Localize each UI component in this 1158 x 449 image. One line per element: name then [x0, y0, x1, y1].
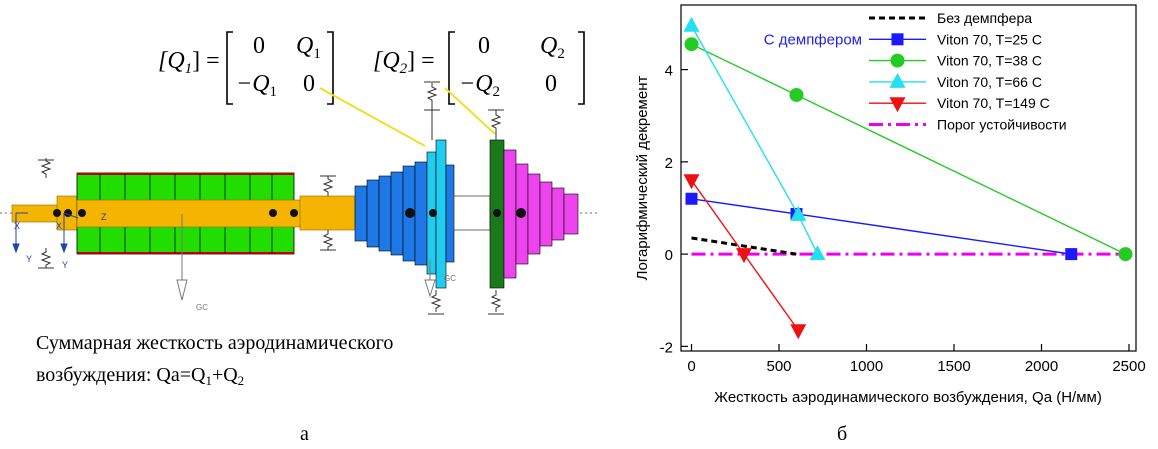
matrix-q2-r2c1: −Q2 — [459, 71, 500, 100]
axis-label-z: Z — [101, 212, 107, 222]
x-axis-label: Жесткость аэродинамического возбуждения,… — [714, 389, 1102, 406]
legend: Без демпфера Viton 70, T=25 C Viton 70, T=… — [764, 10, 1067, 133]
data-point-triangle-up — [683, 16, 700, 32]
bracket-right — [327, 31, 334, 105]
bearing-springs — [38, 81, 504, 315]
bracket-left — [226, 31, 233, 105]
legend-label: Viton 70, T=149 C — [937, 95, 1050, 111]
matrix-q1-r2c1: −Q1 — [236, 71, 277, 100]
data-point-circle — [1118, 247, 1133, 262]
matrix-q1: [Q1] = 0 Q1 −Q1 0 — [158, 31, 334, 105]
series-line — [691, 43, 1126, 255]
bracket-right — [578, 31, 585, 105]
data-point-square — [891, 33, 904, 46]
leader-line-q2 — [444, 87, 496, 135]
matrix-q2: [Q2] = 0 Q2 −Q2 0 — [373, 31, 585, 105]
nodes — [53, 208, 526, 218]
disk-1 — [354, 139, 455, 289]
data-point-triangle-down — [683, 174, 700, 190]
coord-axes — [12, 212, 79, 254]
shaft-mid — [76, 199, 308, 228]
data-point-square — [685, 192, 698, 205]
legend-group-label: С демпфером — [764, 31, 862, 48]
plot-frame — [680, 4, 1137, 352]
x-tick-label: 0 — [687, 358, 695, 375]
disk-2 — [489, 139, 579, 289]
gc-label-1: GC — [196, 303, 208, 312]
caption: Суммарная жесткость аэродинамического во… — [36, 332, 393, 445]
axis-label-x1: X — [14, 221, 20, 231]
data-point-circle — [890, 53, 905, 68]
data-point-triangle-down — [736, 248, 752, 264]
x-tick-label: 2500 — [1112, 358, 1145, 375]
caption-line-1: Суммарная жесткость аэродинамического — [36, 332, 393, 354]
y-tick-label: 4 — [665, 63, 673, 80]
leader-line-q1 — [319, 87, 426, 147]
y-tick-label: 0 — [665, 247, 673, 264]
legend-label: Viton 70, T=66 C — [937, 74, 1042, 90]
panel-a: [Q1] = 0 Q1 −Q1 0 [Q2] = 0 Q2 −Q2 0 — [0, 31, 600, 445]
matrix-q2-r1c1: 0 — [478, 33, 490, 59]
series-5 — [683, 174, 807, 340]
data-point-circle — [684, 37, 699, 52]
caption-line-2: возбуждения: Qa=Q1+Q2 — [36, 364, 244, 388]
matrix-q1-r1c2: Q1 — [296, 33, 321, 62]
bracket-left — [448, 31, 455, 105]
matrix-q2-r1c2: Q2 — [540, 33, 565, 62]
matrix-q1-r1c1: 0 — [253, 33, 265, 59]
series-1 — [691, 236, 797, 256]
axis-labels: X Y X Y Z GC GC — [14, 212, 456, 312]
axis-label-y1: Y — [26, 254, 32, 264]
rotor-model — [11, 81, 579, 315]
shaft-right — [299, 195, 356, 231]
data-point-square — [1065, 248, 1078, 261]
x-ticks: 0 500 1000 1500 2000 2500 — [687, 344, 1146, 375]
axis-label-y2: Y — [62, 260, 68, 270]
data-point-triangle-up — [889, 72, 906, 88]
series-4 — [683, 16, 826, 261]
data-point-triangle-down — [889, 97, 906, 113]
legend-label: Порог устойчивости — [937, 117, 1067, 133]
matrix-q1-lhs: [Q1] = — [158, 48, 220, 77]
data-point-triangle-down — [790, 324, 807, 340]
series-3 — [684, 37, 1133, 262]
matrix-q2-r2c2: 0 — [545, 71, 557, 97]
matrix-q1-r2c2: 0 — [303, 71, 315, 97]
panel-label-a: а — [300, 423, 309, 444]
legend-label: Viton 70, T=38 C — [937, 53, 1042, 69]
shaft-gap — [453, 195, 491, 231]
x-tick-label: 2000 — [1025, 358, 1058, 375]
y-axis-label: Логарифмический декремент — [634, 76, 651, 281]
data-point-triangle-up — [809, 245, 826, 261]
matrix-q2-lhs: [Q2] = — [373, 48, 435, 77]
series-line — [691, 236, 797, 256]
gc-label-2: GC — [444, 274, 456, 283]
y-tick-label: 2 — [665, 155, 673, 172]
data-point-circle — [789, 87, 804, 102]
x-tick-label: 1000 — [850, 358, 883, 375]
y-ticks: -2 0 2 4 — [660, 63, 688, 356]
axis-label-x2: X — [56, 221, 62, 231]
x-tick-label: 1500 — [937, 358, 970, 375]
data-point-triangle-up — [790, 205, 807, 221]
x-tick-label: 500 — [766, 358, 791, 375]
panel-b-chart: -2 0 2 4 0 500 1000 1500 2000 2500 Без демпфера V… — [634, 4, 1146, 445]
panel-label-b: б — [837, 423, 847, 444]
legend-label: Viton 70, T=25 C — [937, 31, 1042, 47]
series-line — [691, 198, 1072, 255]
series-layer — [683, 16, 1133, 340]
legend-label: Без демпфера — [937, 10, 1032, 26]
y-tick-label: -2 — [660, 339, 673, 356]
gc-arrows — [176, 214, 436, 301]
